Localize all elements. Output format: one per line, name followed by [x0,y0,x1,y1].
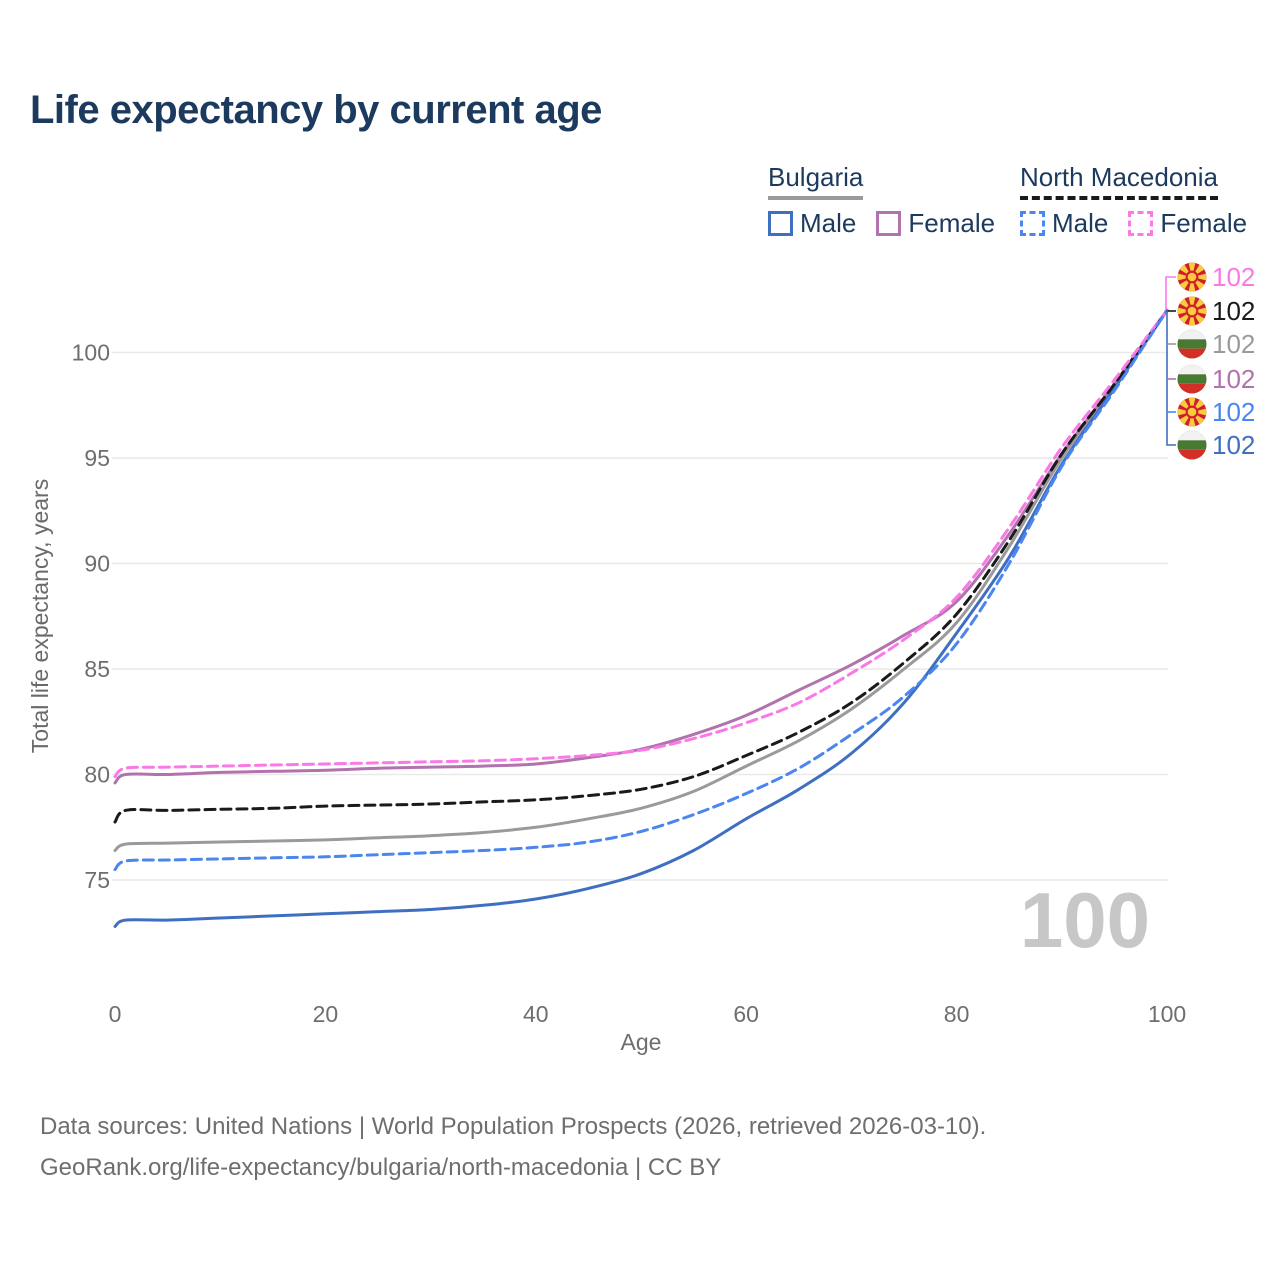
y-axis-title: Total life expectancy, years [27,479,53,753]
series-line-bulgaria-total [113,308,1169,852]
current-age-indicator: 100 [1020,876,1150,964]
series-line-north-macedonia-female [113,308,1169,779]
legend-item-label-north-macedonia-female: Female [1160,208,1248,238]
x-tick-label-40: 40 [523,1001,549,1027]
legend-item-label-bulgaria-female: Female [908,208,996,238]
y-tick-label-75: 75 [84,867,110,893]
end-label-value-bulgaria-female: 102 [1212,364,1255,394]
flag-icon-bulgaria [1177,329,1207,359]
legend-swatch-north-macedonia-male [1020,211,1045,236]
legend-item-label-bulgaria-male: Male [800,208,857,238]
legend-item-north-macedonia-male[interactable]: Male [1020,208,1108,239]
y-tick-label-100: 100 [72,340,110,366]
series-line-bulgaria-male [113,308,1169,928]
chart-footer: Data sources: United Nations | World Pop… [40,1106,986,1188]
legend-item-label-north-macedonia-male: Male [1052,208,1109,238]
end-label-value-north-macedonia-female: 102 [1212,262,1255,292]
y-tick-label-90: 90 [84,551,110,577]
footer-data-sources: Data sources: United Nations | World Pop… [40,1113,987,1140]
x-tick-label-20: 20 [313,1001,339,1027]
x-tick-label-60: 60 [733,1001,759,1027]
y-tick-label-85: 85 [84,656,110,682]
page-title: Life expectancy by current age [30,88,602,132]
series-line-north-macedonia-male [113,308,1169,871]
legend-swatch-bulgaria-female [876,211,902,236]
x-axis-title: Age [621,1029,662,1055]
x-tick-label-80: 80 [944,1001,970,1027]
legend-group-bulgaria: Bulgaria Male Female [768,162,1015,239]
end-label-value-bulgaria-male: 102 [1212,430,1255,460]
legend-item-bulgaria-female[interactable]: Female [876,208,995,239]
series-line-north-macedonia-total [113,308,1169,824]
flag-icon-bulgaria [1177,430,1207,460]
legend-group-title-bulgaria: Bulgaria [768,162,864,200]
legend-item-bulgaria-male[interactable]: Male [768,208,856,239]
end-label-connector-north-macedonia-female [1165,276,1176,311]
y-tick-label-95: 95 [84,445,110,471]
flag-icon-north-macedonia [1177,296,1207,326]
x-tick-label-0: 0 [109,1001,122,1027]
legend-swatch-north-macedonia-female [1128,211,1154,236]
flag-icon-north-macedonia [1177,262,1207,292]
footer-attribution: GeoRank.org/life-expectancy/bulgaria/nor… [40,1154,722,1181]
legend-group-title-north-macedonia: North Macedonia [1020,162,1218,200]
flag-icon-north-macedonia [1177,397,1207,427]
end-label-connector-bulgaria-male [1166,310,1176,446]
flag-icon-bulgaria [1177,364,1207,394]
legend-swatch-bulgaria-male [768,211,793,236]
y-tick-label-80: 80 [84,762,110,788]
legend-item-north-macedonia-female[interactable]: Female [1128,208,1247,239]
x-tick-label-100: 100 [1148,1001,1186,1027]
end-label-value-north-macedonia-total: 102 [1212,296,1255,326]
end-label-value-north-macedonia-male: 102 [1212,397,1255,427]
end-label-value-bulgaria-total: 102 [1212,329,1255,359]
legend-group-north-macedonia: North Macedonia Male Female [1020,162,1267,239]
